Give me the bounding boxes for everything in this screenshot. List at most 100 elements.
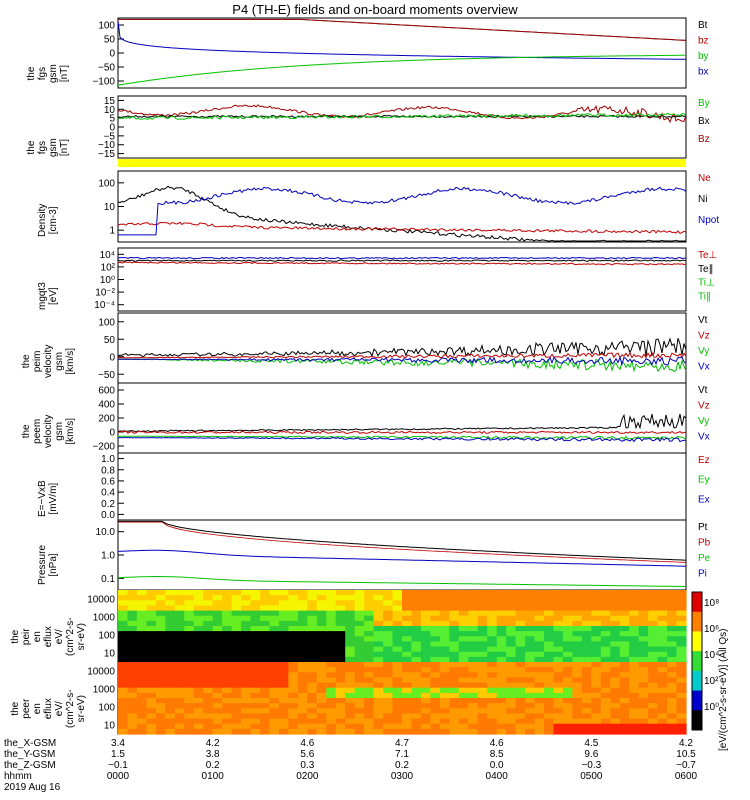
y-axis-label-10: the peer en eflux eV/(cm^2-s-sr-eV) xyxy=(9,689,87,728)
y-axis-label-2: the fgs gsm [nT] xyxy=(26,138,70,157)
y-tick-label-7-4: 0.4 xyxy=(101,488,115,499)
y-tick-label-8-1: 10.0 xyxy=(96,527,116,538)
y-tick-label-5-4: −50 xyxy=(98,370,115,381)
colorbar-band-2 xyxy=(692,611,702,632)
colorbar-band-1 xyxy=(692,592,702,613)
colorbar-tick-5: 10⁰ xyxy=(704,702,719,713)
legend-5-Vx: Vx xyxy=(698,362,710,373)
ephemeris-value-5-1: 4.6 xyxy=(489,738,504,749)
legend-6-Vz: Vz xyxy=(698,401,710,412)
y-tick-label-1-3: 0 xyxy=(109,49,115,60)
legend-8-Pt: Pt xyxy=(698,522,708,533)
panel-frame-2 xyxy=(117,95,687,159)
colorbar-tick-4: 10² xyxy=(704,676,719,687)
pe-line xyxy=(117,576,686,587)
y-tick-label-2-6: −10 xyxy=(98,140,115,151)
y-axis-label-4: mgqt3 [eV] xyxy=(37,281,59,310)
ephemeris-label-1: the_X-GSM xyxy=(4,738,57,749)
y-tick-label-3-2: 10 xyxy=(104,202,116,213)
y-tick-label-7-6: 0.0 xyxy=(101,510,115,521)
tepar-line xyxy=(117,259,687,262)
ephemeris-value-2-2: 3.8 xyxy=(205,749,220,760)
y-axis-label-5: the peim velocity gsm [km/s] xyxy=(20,344,76,378)
y-tick-label-9-3: 100 xyxy=(98,631,115,642)
y-tick-label-7-5: 0.2 xyxy=(101,499,115,510)
colorbar-band-6 xyxy=(692,690,702,711)
by-line xyxy=(117,54,686,86)
ephemeris-value-7-1: 4.2 xyxy=(679,738,693,749)
ephemeris-value-6-4: 0500 xyxy=(580,771,603,782)
y-tick-label-7-3: 0.6 xyxy=(101,476,115,487)
colorbar-band-7 xyxy=(692,710,702,731)
y-tick-label-6-2: 400 xyxy=(98,400,115,411)
ephemeris-value-4-1: 4.7 xyxy=(395,738,409,749)
vx-line xyxy=(118,356,687,367)
legend-8-Pe: Pe xyxy=(698,553,711,564)
vx2-line xyxy=(118,437,687,443)
electron-spectrogram xyxy=(118,662,687,735)
figure-title: P4 (TH-E) fields and on-board moments ov… xyxy=(232,2,518,17)
legend-7-Ez: Ez xyxy=(698,455,710,466)
ion-spectrogram xyxy=(118,590,687,663)
legend-7-Ey: Ey xyxy=(698,475,710,486)
ephemeris-value-6-2: 9.6 xyxy=(584,749,599,760)
y-tick-label-9-2: 1000 xyxy=(93,613,116,624)
colorbar-tick-1: 10⁸ xyxy=(704,598,719,609)
ephemeris-value-5-3: 0.0 xyxy=(489,760,504,771)
vy2-line xyxy=(118,435,687,440)
y-tick-label-4-5: 10⁻⁴ xyxy=(94,300,115,311)
y-tick-label-1-5: −100 xyxy=(92,77,115,88)
legend-8-Pi: Pi xyxy=(698,569,707,580)
colorbar-frame xyxy=(691,591,703,731)
y-axis-label-9: the peir en eflux eV/(cm^2-s-sr-eV) xyxy=(9,617,87,656)
colorbar-band-5 xyxy=(692,670,702,692)
y-tick-label-5-2: 50 xyxy=(104,335,116,346)
ephemeris-value-1-3: −0.1 xyxy=(108,760,128,771)
y-tick-label-9-1: 10000 xyxy=(87,595,115,606)
y-tick-label-2-5: −5 xyxy=(104,131,116,142)
legend-6-Vx: Vx xyxy=(698,432,710,443)
ephemeris-value-4-2: 7.1 xyxy=(395,749,409,760)
y-axis-label-3: Density [cm-3] xyxy=(37,203,59,237)
y-tick-label-8-2: 1.0 xyxy=(101,551,115,562)
y-tick-label-4-3: 10⁰ xyxy=(100,275,115,286)
ephemeris-value-3-1: 4.6 xyxy=(300,738,315,749)
bt-line xyxy=(118,18,687,41)
legend-1-bz: bz xyxy=(698,36,709,47)
legend-2-Bz: Bz xyxy=(698,134,710,145)
by2-line xyxy=(117,112,687,121)
te-line xyxy=(117,261,687,266)
ephemeris-value-5-4: 0400 xyxy=(485,771,508,782)
vz2-line xyxy=(117,430,687,435)
y-tick-label-6-3: 200 xyxy=(98,414,115,425)
legend-5-Vy: Vy xyxy=(698,346,709,357)
colorbar-tick-3: 10⁴ xyxy=(704,650,719,661)
y-tick-label-5-1: 100 xyxy=(98,317,115,328)
bx-line xyxy=(117,20,686,60)
y-tick-label-1-4: −50 xyxy=(98,63,115,74)
y-axis-label-6: the peem velocity gsm [km/s] xyxy=(20,414,76,448)
legend-1-bx: bx xyxy=(698,67,709,78)
legend-3-Ne: Ne xyxy=(698,173,711,184)
ephemeris-value-2-1: 4.2 xyxy=(205,738,220,749)
colorbar-band-4 xyxy=(692,651,702,672)
legend-4-Ti∥: Ti∥ xyxy=(698,291,711,302)
panel-frame-6 xyxy=(117,382,687,454)
legend-5-Vt: Vt xyxy=(698,315,708,326)
y-tick-label-4-1: 10⁴ xyxy=(100,250,115,261)
vz-line xyxy=(118,351,687,359)
y-tick-label-6-4: 0 xyxy=(109,428,115,439)
legend-2-Bx: Bx xyxy=(698,116,710,127)
vt-line xyxy=(117,337,687,358)
ephemeris-value-1-2: 1.5 xyxy=(111,749,125,760)
legend-5-Vz: Vz xyxy=(698,331,710,342)
y-tick-label-2-4: 0 xyxy=(109,123,115,134)
ephemeris-value-4-3: 0.2 xyxy=(395,760,409,771)
panel-frame-1 xyxy=(117,17,687,89)
y-tick-label-2-1: 15 xyxy=(104,96,116,107)
ephemeris-value-2-4: 0100 xyxy=(201,771,224,782)
ephemeris-label-5: 2019 Aug 16 xyxy=(4,782,61,793)
y-tick-label-1-2: 50 xyxy=(104,35,116,46)
mode-bar xyxy=(118,159,686,167)
